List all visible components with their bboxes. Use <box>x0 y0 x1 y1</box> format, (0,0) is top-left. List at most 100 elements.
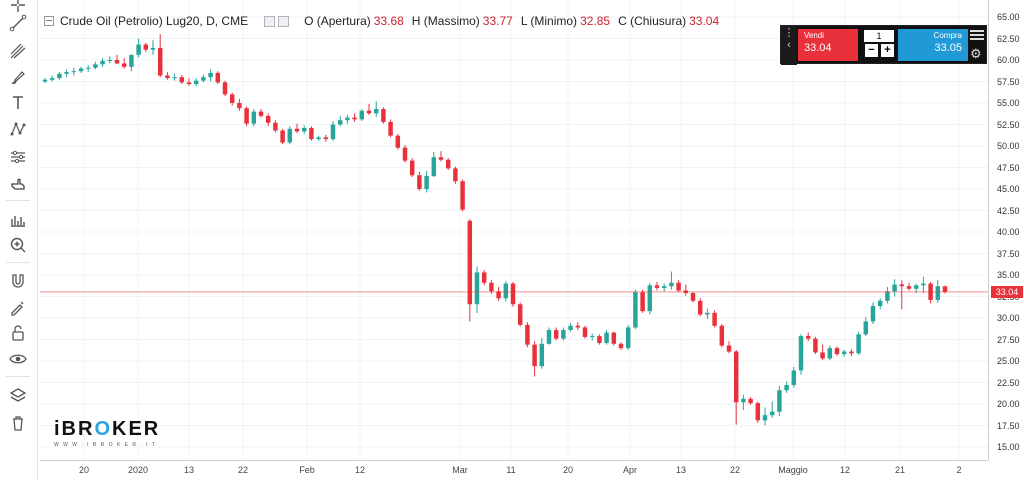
candle[interactable] <box>93 61 98 70</box>
candle[interactable] <box>546 327 552 345</box>
candle[interactable] <box>107 56 113 64</box>
candle[interactable] <box>251 109 257 127</box>
candle[interactable] <box>849 348 854 356</box>
candle[interactable] <box>186 78 192 86</box>
candle[interactable] <box>784 381 789 393</box>
candle[interactable] <box>244 106 249 127</box>
candle[interactable] <box>388 119 393 138</box>
menu-icon[interactable] <box>970 28 984 42</box>
candle[interactable] <box>496 287 501 301</box>
candle[interactable] <box>330 121 336 141</box>
candle[interactable] <box>337 115 343 127</box>
candle[interactable] <box>834 346 840 356</box>
candle[interactable] <box>237 98 242 111</box>
candle[interactable] <box>467 219 473 322</box>
candle[interactable] <box>791 367 797 388</box>
candle[interactable] <box>78 66 84 73</box>
zoom-in-icon[interactable] <box>7 234 29 256</box>
candle[interactable] <box>597 334 602 345</box>
candle[interactable] <box>748 397 753 405</box>
candle[interactable] <box>395 133 401 150</box>
candle[interactable] <box>42 78 48 84</box>
candle[interactable] <box>431 152 437 177</box>
candle[interactable] <box>863 317 869 337</box>
candle[interactable] <box>287 126 293 145</box>
price-axis[interactable]: 65.00 62.50 60.00 57.50 55.00 52.50 50.00 47.50… <box>988 0 1024 460</box>
candle[interactable] <box>215 71 221 85</box>
collapse-icon[interactable] <box>44 16 54 26</box>
candle[interactable] <box>474 266 480 313</box>
candle[interactable] <box>316 135 321 141</box>
hide-icon[interactable] <box>278 15 290 27</box>
candle[interactable] <box>481 269 487 286</box>
candle[interactable] <box>676 280 681 293</box>
candle[interactable] <box>165 72 170 80</box>
candle[interactable] <box>114 54 120 65</box>
candle[interactable] <box>712 310 717 328</box>
candle[interactable] <box>647 282 653 315</box>
candle[interactable] <box>157 34 163 78</box>
candle[interactable] <box>633 289 638 330</box>
candle[interactable] <box>870 302 876 325</box>
candle[interactable] <box>640 289 645 313</box>
candle[interactable] <box>611 331 617 346</box>
candle[interactable] <box>755 401 761 423</box>
candle[interactable] <box>438 151 444 162</box>
sell-button[interactable]: Vendi 33.04 <box>798 29 858 61</box>
drag-handle-icon[interactable]: ⋮ ‹ <box>781 26 797 65</box>
pitchfork-icon[interactable] <box>7 40 29 62</box>
candle[interactable] <box>417 171 422 191</box>
candle[interactable] <box>582 325 588 339</box>
candle[interactable] <box>222 80 228 97</box>
gear-icon[interactable]: ⚙ <box>970 46 982 61</box>
candle[interactable] <box>625 324 631 350</box>
candle[interactable] <box>517 302 523 327</box>
candle[interactable] <box>805 332 811 342</box>
candle[interactable] <box>143 42 149 53</box>
buy-button[interactable]: Compra 33.05 <box>898 29 968 61</box>
candle[interactable] <box>57 72 62 80</box>
candle[interactable] <box>409 158 415 177</box>
candle[interactable] <box>100 58 105 67</box>
candle[interactable] <box>64 69 69 78</box>
candle[interactable] <box>928 281 933 304</box>
candle[interactable] <box>345 115 350 124</box>
candle[interactable] <box>719 324 725 348</box>
candle[interactable] <box>899 280 905 310</box>
candle[interactable] <box>885 287 890 304</box>
candle[interactable] <box>841 349 847 357</box>
candle[interactable] <box>690 292 696 303</box>
settings-icon[interactable] <box>264 15 276 27</box>
candle[interactable] <box>813 336 818 355</box>
eye-icon[interactable] <box>7 348 29 370</box>
candle[interactable] <box>208 69 213 82</box>
candle[interactable] <box>539 337 545 369</box>
candle[interactable] <box>49 75 55 82</box>
candle[interactable] <box>798 334 804 375</box>
candle[interactable] <box>129 54 134 72</box>
brush-icon[interactable] <box>7 66 29 88</box>
candle[interactable] <box>892 279 897 297</box>
candle[interactable] <box>683 284 689 296</box>
candle[interactable] <box>424 170 429 193</box>
lock-drawing-icon[interactable] <box>7 296 29 318</box>
candle[interactable] <box>323 134 329 142</box>
pattern-icon[interactable] <box>7 118 29 140</box>
candle[interactable] <box>258 109 264 118</box>
candle[interactable] <box>618 342 624 350</box>
candle[interactable] <box>769 401 775 418</box>
candle[interactable] <box>604 330 609 345</box>
candle[interactable] <box>697 298 703 317</box>
candle[interactable] <box>553 327 559 341</box>
candle[interactable] <box>733 349 739 425</box>
candle[interactable] <box>265 113 271 127</box>
candle[interactable] <box>532 341 537 377</box>
trash-icon[interactable] <box>7 412 29 434</box>
quantity-input[interactable]: 1 <box>864 30 894 42</box>
candle[interactable] <box>510 281 516 307</box>
candle[interactable] <box>280 128 285 145</box>
candle[interactable] <box>366 103 372 116</box>
candle[interactable] <box>921 276 926 294</box>
trend-line-icon[interactable] <box>7 12 29 34</box>
hand-pointer-icon[interactable] <box>7 172 29 194</box>
